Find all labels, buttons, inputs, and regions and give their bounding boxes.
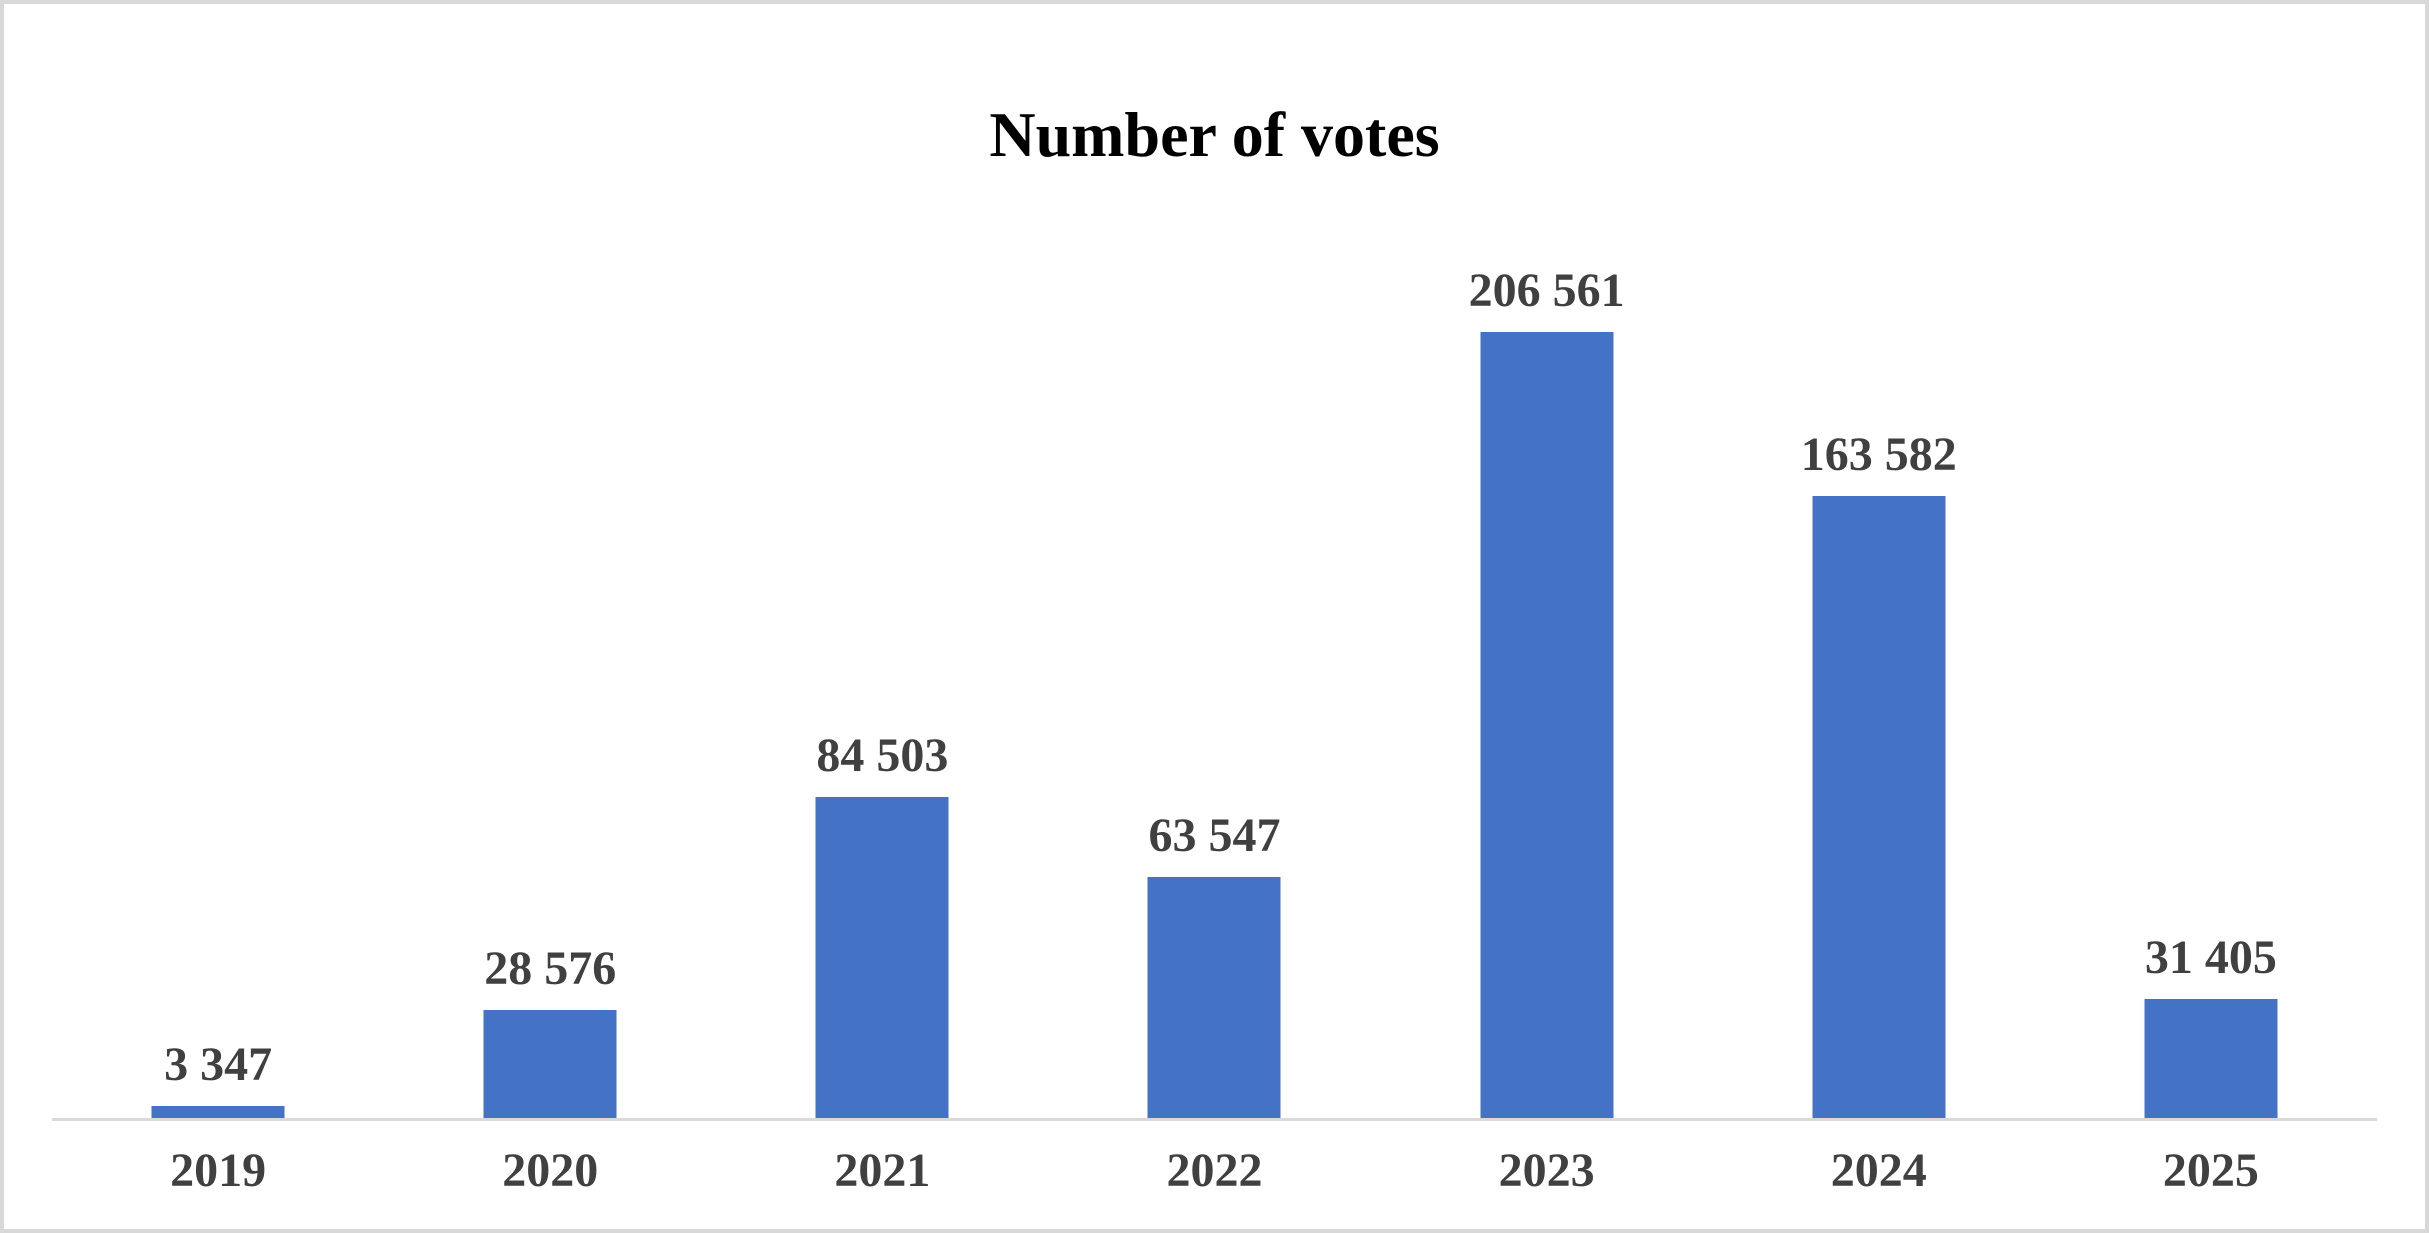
x-axis-tick-label: 2021 [834,1144,931,1197]
x-axis-tick-label: 2025 [2162,1144,2259,1197]
x-axis-line [52,1118,2377,1121]
bar [2144,999,2278,1119]
bar-group: 63 547 2022 [1048,180,1380,1195]
chart-title: Number of votes [989,99,1440,170]
bar-group: 206 561 2023 [1381,180,1713,1195]
bar-group: 163 582 2024 [1713,180,2045,1195]
bar-value-label: 28 576 [484,942,617,995]
bar-group: 3 347 2019 [52,180,384,1195]
x-axis-tick-label: 2024 [1830,1144,1927,1197]
bar-value-label: 31 405 [2144,931,2277,984]
plot-area: 3 347 2019 28 576 2020 84 503 2021 63 54… [52,180,2377,1195]
bar-value-label: 163 582 [1800,428,1957,481]
bar [815,797,949,1119]
bar [1480,332,1614,1119]
bar-value-label: 84 503 [816,729,949,782]
bar [151,1106,285,1119]
bar-group: 28 576 2020 [384,180,716,1195]
x-axis-tick-label: 2019 [170,1144,267,1197]
bar-group: 31 405 2025 [2045,180,2377,1195]
bar [1147,877,1281,1119]
bar [483,1010,617,1119]
bar [1812,496,1946,1119]
bar-value-label: 63 547 [1148,809,1281,862]
bar-group: 84 503 2021 [716,180,1048,1195]
x-axis-tick-label: 2023 [1498,1144,1595,1197]
x-axis-tick-label: 2020 [502,1144,599,1197]
bar-value-label: 206 561 [1468,264,1625,317]
x-axis-tick-label: 2022 [1166,1144,1263,1197]
bar-value-label: 3 347 [164,1038,273,1091]
